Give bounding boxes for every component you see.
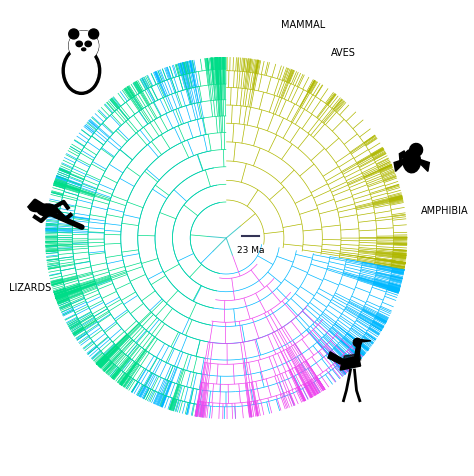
Circle shape bbox=[69, 29, 79, 39]
Polygon shape bbox=[420, 159, 429, 171]
Circle shape bbox=[69, 31, 98, 60]
Polygon shape bbox=[394, 159, 403, 171]
Ellipse shape bbox=[65, 50, 97, 91]
Circle shape bbox=[353, 338, 361, 347]
Polygon shape bbox=[400, 151, 404, 161]
Circle shape bbox=[69, 31, 99, 60]
Circle shape bbox=[89, 29, 99, 39]
Ellipse shape bbox=[62, 47, 100, 94]
Ellipse shape bbox=[85, 41, 91, 47]
Text: AMPHIBIA: AMPHIBIA bbox=[421, 206, 468, 216]
Polygon shape bbox=[37, 204, 57, 216]
Circle shape bbox=[70, 32, 97, 60]
Polygon shape bbox=[328, 352, 344, 364]
Polygon shape bbox=[357, 339, 371, 342]
Ellipse shape bbox=[76, 41, 82, 47]
Text: LIZARDS: LIZARDS bbox=[9, 283, 51, 293]
Ellipse shape bbox=[82, 48, 86, 50]
Polygon shape bbox=[355, 346, 361, 358]
Polygon shape bbox=[340, 356, 361, 370]
Text: MAMMAL: MAMMAL bbox=[281, 20, 325, 30]
Polygon shape bbox=[342, 354, 361, 364]
Text: 23 Ma: 23 Ma bbox=[237, 246, 264, 255]
Polygon shape bbox=[29, 204, 44, 212]
Text: AVES: AVES bbox=[331, 48, 356, 58]
Polygon shape bbox=[410, 143, 423, 156]
Polygon shape bbox=[403, 149, 420, 173]
